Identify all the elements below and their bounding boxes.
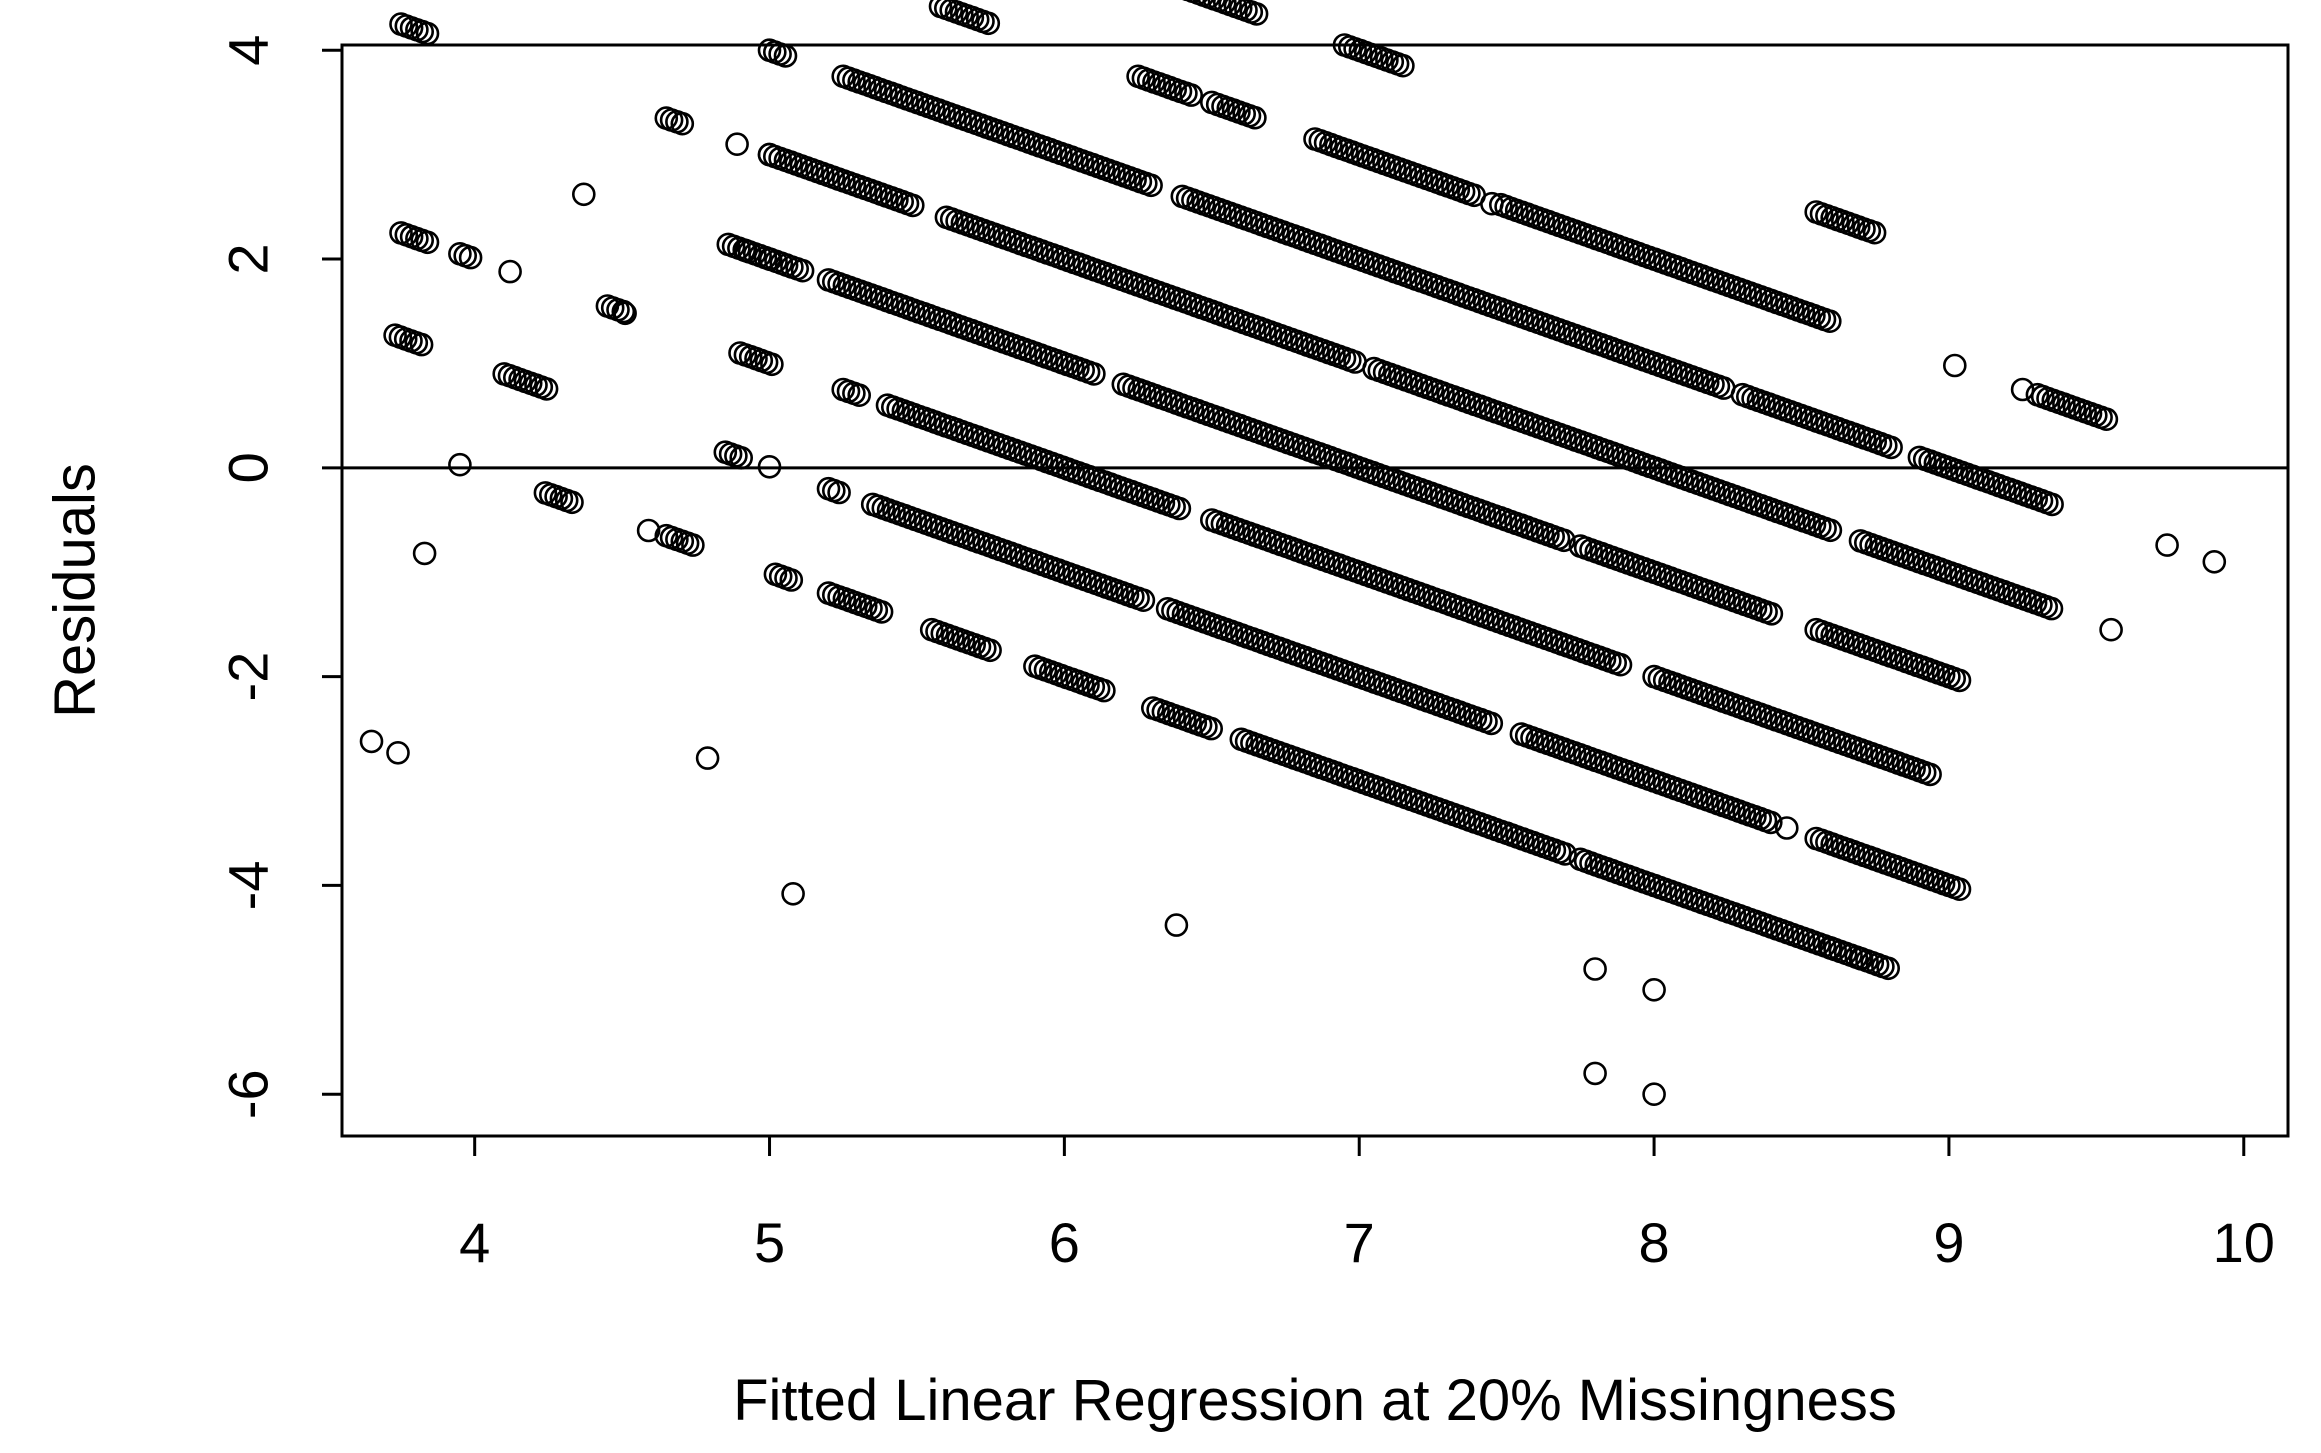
data-point bbox=[613, 301, 637, 326]
data-point bbox=[415, 230, 440, 255]
data-point bbox=[415, 21, 440, 46]
data-point bbox=[757, 454, 782, 479]
data-point bbox=[1199, 716, 1223, 741]
data-point bbox=[729, 445, 754, 470]
data-point bbox=[1139, 173, 1163, 198]
data-point bbox=[869, 600, 894, 624]
data-point bbox=[412, 541, 437, 566]
x-tick-label: 5 bbox=[754, 1211, 785, 1274]
data-point bbox=[978, 638, 1002, 663]
data-point bbox=[458, 245, 483, 270]
data-point bbox=[1759, 810, 1783, 835]
data-point bbox=[773, 44, 798, 68]
data-point bbox=[534, 377, 559, 401]
data-point bbox=[1164, 913, 1189, 937]
data-point bbox=[1642, 1082, 1666, 1106]
y-tick-label: -4 bbox=[217, 861, 280, 911]
data-point bbox=[1167, 496, 1192, 521]
data-point bbox=[571, 182, 596, 207]
data-point bbox=[1479, 711, 1504, 736]
y-axis-title: Residuals bbox=[43, 463, 108, 718]
data-point bbox=[1243, 105, 1267, 130]
data-point bbox=[2040, 492, 2064, 517]
y-tick-label: -2 bbox=[217, 652, 280, 702]
data-point bbox=[1947, 877, 1972, 902]
data-point bbox=[1553, 842, 1577, 866]
data-point bbox=[757, 142, 782, 167]
y-tick-label: 2 bbox=[217, 243, 280, 274]
data-point bbox=[1818, 309, 1842, 334]
data-point bbox=[1818, 518, 1843, 543]
data-point bbox=[1179, 83, 1203, 107]
data-point bbox=[1642, 977, 1666, 1002]
data-point bbox=[636, 518, 661, 543]
data-point bbox=[1391, 53, 1415, 78]
points-layer bbox=[359, 0, 2227, 1106]
x-tick-label: 4 bbox=[459, 1211, 490, 1274]
data-point bbox=[1876, 956, 1900, 981]
data-point bbox=[1583, 1061, 1607, 1086]
data-point bbox=[670, 111, 695, 136]
data-point bbox=[2155, 533, 2179, 557]
data-point bbox=[2039, 596, 2064, 621]
y-tick-label: 0 bbox=[217, 452, 280, 483]
data-point bbox=[1879, 435, 1903, 460]
data-point bbox=[790, 258, 815, 283]
data-point bbox=[1775, 816, 1799, 840]
data-point bbox=[1200, 90, 1224, 115]
data-point bbox=[2094, 407, 2119, 432]
data-point bbox=[781, 881, 805, 906]
data-point bbox=[359, 729, 384, 754]
data-point bbox=[976, 11, 1001, 36]
x-tick-label: 6 bbox=[1049, 1211, 1080, 1274]
data-point bbox=[1848, 946, 1873, 971]
data-point bbox=[1082, 362, 1106, 386]
data-point bbox=[498, 259, 522, 284]
data-point bbox=[448, 452, 472, 477]
data-point bbox=[847, 383, 872, 408]
x-tick-label: 9 bbox=[1933, 1211, 1964, 1274]
y-axis: -6 -4 -2 0 2 4 bbox=[217, 35, 344, 1119]
data-point bbox=[1583, 957, 1607, 981]
data-point bbox=[1819, 936, 1843, 960]
x-tick-label: 7 bbox=[1344, 1211, 1375, 1274]
data-point bbox=[1947, 668, 1972, 693]
data-point bbox=[1552, 528, 1576, 553]
data-point bbox=[386, 740, 410, 765]
y-tick-label: -6 bbox=[217, 1069, 280, 1119]
data-point bbox=[681, 533, 705, 557]
x-axis: 4 5 6 7 8 9 10 bbox=[459, 1134, 2275, 1274]
data-point bbox=[760, 352, 784, 377]
data-point bbox=[1862, 220, 1887, 245]
data-point bbox=[409, 332, 434, 357]
data-point bbox=[827, 480, 851, 505]
data-point bbox=[779, 568, 804, 592]
data-point bbox=[560, 490, 584, 515]
x-tick-label: 8 bbox=[1638, 1211, 1669, 1274]
data-point bbox=[757, 247, 782, 271]
data-point bbox=[1131, 588, 1156, 613]
data-point bbox=[1092, 678, 1116, 703]
data-point bbox=[1244, 2, 1269, 26]
data-point bbox=[1918, 762, 1942, 787]
data-point bbox=[611, 299, 636, 324]
data-point bbox=[695, 746, 720, 770]
data-point bbox=[1608, 652, 1633, 677]
x-tick-label: 10 bbox=[2213, 1211, 2275, 1274]
data-point bbox=[734, 238, 758, 263]
data-point bbox=[900, 193, 925, 218]
data-point bbox=[1759, 601, 1784, 626]
data-point bbox=[2202, 549, 2227, 574]
data-point bbox=[1943, 353, 1967, 378]
data-point bbox=[725, 132, 749, 156]
data-point bbox=[1494, 821, 1519, 846]
x-axis-title: Fitted Linear Regression at 20% Missingn… bbox=[733, 1368, 1897, 1433]
data-point bbox=[2010, 377, 2035, 402]
data-point bbox=[2099, 617, 2123, 642]
data-point bbox=[1480, 191, 1504, 216]
y-tick-label: 4 bbox=[217, 35, 280, 66]
